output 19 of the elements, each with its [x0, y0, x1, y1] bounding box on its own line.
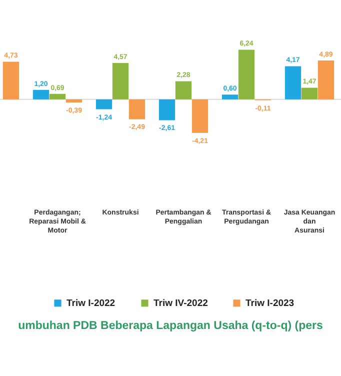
legend-label: Triw IV-2022 — [154, 298, 208, 310]
bar — [158, 99, 176, 120]
bar — [301, 88, 318, 100]
bar — [318, 60, 334, 100]
bar — [175, 81, 192, 100]
bar — [238, 50, 255, 100]
bar — [192, 99, 208, 133]
bar — [66, 99, 82, 103]
bar — [49, 94, 66, 100]
legend-label: Triw I-2023 — [246, 298, 294, 310]
text: umbuhan PDB Beberapa Lapangan Usaha (q-to-q) (pers — [17, 320, 324, 332]
bar — [128, 99, 146, 120]
bar — [32, 90, 50, 100]
bar — [222, 94, 238, 100]
legend-label: Triw I-2022 — [66, 298, 116, 310]
bar — [96, 99, 112, 110]
bar — [284, 66, 302, 100]
bar — [2, 62, 20, 100]
bar — [112, 63, 129, 100]
